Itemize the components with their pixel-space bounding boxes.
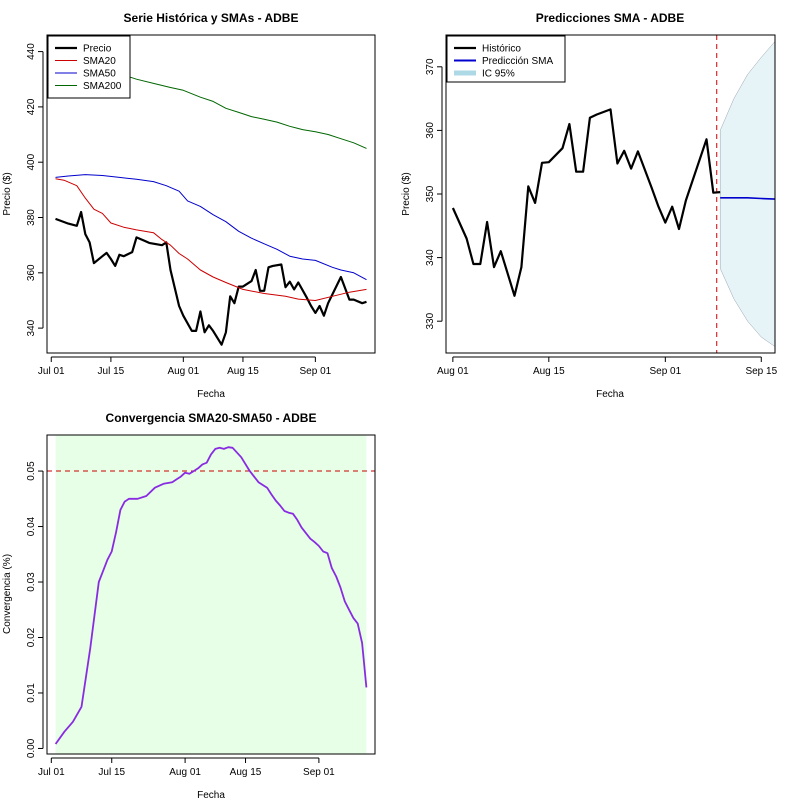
background-band [55,435,367,754]
y-tick-label: 360 [26,264,37,281]
chart-title-convergence: Convergencia SMA20-SMA50 - ADBE [106,411,317,425]
y-tick-label: 340 [26,319,37,336]
chart-title-historical: Serie Histórica y SMAs - ADBE [124,11,299,25]
y-axis-label-historical: Precio ($) [2,172,13,215]
series-line-prediccion-sma [720,197,776,200]
legend-label: IC 95% [482,69,515,80]
legend-label: SMA50 [83,69,116,80]
y-tick-label: 0.03 [26,572,37,592]
y-tick-label: 400 [26,153,37,170]
x-tick-label: Jul 15 [98,767,125,778]
legend-label: Predicción SMA [482,56,553,67]
x-tick-label: Aug 01 [437,366,469,377]
x-tick-label: Aug 01 [169,767,201,778]
y-tick-label: 0.04 [26,516,37,536]
x-axis-label-historical: Fecha [197,389,225,400]
x-tick-label: Sep 15 [745,366,777,377]
series-line-series [54,446,368,745]
x-tick-label: Sep 01 [303,767,335,778]
plot-frame-predictions [445,34,776,354]
y-tick-label: 380 [26,209,37,226]
legend-label: Histórico [482,44,521,55]
y-tick-label: 370 [425,58,436,75]
x-tick-label: Aug 01 [167,366,199,377]
series-line-historico [451,108,721,297]
y-tick-label: 350 [425,185,436,202]
series-line-sma20 [55,178,367,301]
chart-title-predictions: Predicciones SMA - ADBE [536,11,684,25]
y-tick-label: 420 [26,98,37,115]
y-tick-label: 330 [425,312,436,329]
x-tick-label: Aug 15 [230,767,262,778]
legend-label: SMA20 [83,56,116,67]
plot-frame-convergence [46,434,376,755]
x-axis-label-predictions: Fecha [596,389,624,400]
y-tick-label: 340 [425,249,436,266]
x-tick-label: Sep 01 [300,366,332,377]
legend-box [47,35,131,99]
plot-frame-historical [46,34,376,354]
y-tick-label: 360 [425,122,436,139]
x-tick-label: Aug 15 [227,366,259,377]
legend-label: Precio [83,44,112,55]
y-tick-label: 0.05 [26,461,37,481]
legend-label: SMA200 [83,81,122,92]
y-tick-label: 0.00 [26,738,37,758]
y-axis-label-predictions: Precio ($) [401,172,412,215]
panel-predictions: Predicciones SMA - ADBE Fecha Precio ($)… [401,11,778,400]
panel-convergence: Convergencia SMA20-SMA50 - ADBE Fecha Co… [2,411,376,800]
y-tick-label: 440 [26,43,37,60]
x-tick-label: Jul 01 [38,767,65,778]
y-axis-label-convergence: Convergencia (%) [2,554,13,634]
x-axis-label-convergence: Fecha [197,790,225,800]
series-line-precio [55,210,367,346]
y-tick-label: 0.01 [26,683,37,703]
x-tick-label: Sep 01 [649,366,681,377]
panel-historical-smas: Serie Histórica y SMAs - ADBE Fecha Prec… [2,11,376,400]
x-tick-label: Jul 15 [98,366,125,377]
x-tick-label: Jul 01 [38,366,65,377]
series-line-sma50 [55,174,367,281]
y-tick-label: 0.02 [26,627,37,647]
x-tick-label: Aug 15 [533,366,565,377]
